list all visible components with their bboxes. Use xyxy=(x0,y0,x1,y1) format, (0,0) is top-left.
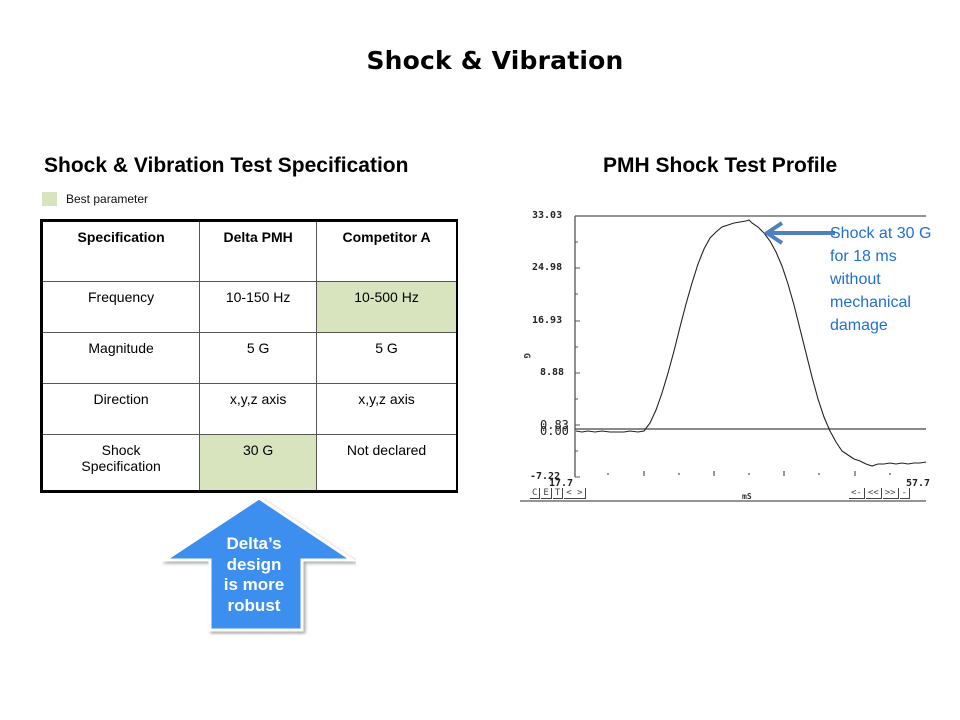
cell-delta: 10-150 Hz xyxy=(199,281,318,333)
header-specification: Specification xyxy=(40,220,201,282)
annotation-line: without xyxy=(830,271,881,288)
y-tick-label: 0.00 xyxy=(540,424,569,438)
y-tick-label: 16.93 xyxy=(532,315,563,326)
cell-spec: Shock Specification xyxy=(40,434,201,492)
legend: Best parameter xyxy=(42,192,148,206)
table-row: Shock Specification 30 G Not declared xyxy=(40,434,458,492)
chart-left-buttons: C E T < > xyxy=(530,488,587,499)
cell-spec: Direction xyxy=(40,383,201,435)
spec-section-title: Shock & Vibration Test Specification xyxy=(44,154,409,177)
cell-competitor-best: 10-500 Hz xyxy=(316,281,458,333)
end-button[interactable]: - xyxy=(899,488,910,499)
y-tick-label: -7.22 xyxy=(530,471,561,482)
table-row: Frequency 10-150 Hz 10-500 Hz xyxy=(40,281,458,333)
cell-competitor: x,y,z axis xyxy=(316,383,458,435)
cell-delta: x,y,z axis xyxy=(199,383,318,435)
callout-line: is more xyxy=(223,575,285,594)
e-button[interactable]: E xyxy=(541,488,552,499)
y-tick-label: 0.83 xyxy=(540,418,569,432)
profile-section-title: PMH Shock Test Profile xyxy=(603,154,838,177)
callout-line: robust xyxy=(227,595,281,615)
spec-table: Specification Delta PMH Competitor A Fre… xyxy=(40,219,458,493)
forward-button[interactable]: >> xyxy=(882,488,899,499)
callout-line: Delta’s xyxy=(226,534,282,553)
annotation-line: for 18 ms xyxy=(830,248,897,265)
shock-annotation: Shock at 30 G for 18 ms without mechanic… xyxy=(830,222,960,337)
y-tick-label: 24.98 xyxy=(532,262,563,273)
table-row: Magnitude 5 G 5 G xyxy=(40,332,458,384)
back-button[interactable]: <- xyxy=(849,488,865,499)
best-parameter-swatch xyxy=(42,192,57,206)
cell-delta: 5 G xyxy=(199,332,318,384)
legend-label: Best parameter xyxy=(66,192,149,206)
arrow-callout-text: Delta’s design is more robust xyxy=(210,534,298,616)
slide-title: Shock & Vibration xyxy=(366,46,624,75)
cell-delta-best: 30 G xyxy=(199,434,318,492)
x-start-label: 17.7 xyxy=(549,478,574,489)
up-arrow-icon xyxy=(162,496,356,632)
table-row: Direction x,y,z axis x,y,z axis xyxy=(40,383,458,435)
t-button[interactable]: T xyxy=(552,488,564,499)
chart-right-buttons: <- << >> - xyxy=(849,488,911,499)
c-button[interactable]: C xyxy=(530,488,541,499)
cell-competitor: 5 G xyxy=(316,332,458,384)
cell-spec: Frequency xyxy=(40,281,201,333)
annotation-line: damage xyxy=(830,317,888,334)
pan-button[interactable]: < > xyxy=(564,488,586,499)
header-delta-pmh: Delta PMH xyxy=(199,220,318,282)
annotation-line: Shock at 30 G xyxy=(830,225,932,242)
shock-profile-chart: G mS 33.03 24.98 16.93 8.88 0.83 0.00 -7… xyxy=(520,205,960,505)
y-tick-label: 8.88 xyxy=(540,367,565,378)
cell-spec: Magnitude xyxy=(40,332,201,384)
cell-competitor: Not declared xyxy=(316,434,458,492)
x-axis-label: mS xyxy=(742,492,752,501)
x-end-label: 57.7 xyxy=(906,478,931,489)
y-tick-label: 33.03 xyxy=(532,210,563,221)
chart-plot: G mS xyxy=(520,215,927,502)
rewind-button[interactable]: << xyxy=(865,488,882,499)
table-header-row: Specification Delta PMH Competitor A xyxy=(40,220,458,282)
annotation-line: mechanical xyxy=(830,294,911,311)
callout-line: design xyxy=(226,554,282,574)
header-competitor-a: Competitor A xyxy=(316,220,458,282)
y-axis-label: G xyxy=(521,353,531,358)
